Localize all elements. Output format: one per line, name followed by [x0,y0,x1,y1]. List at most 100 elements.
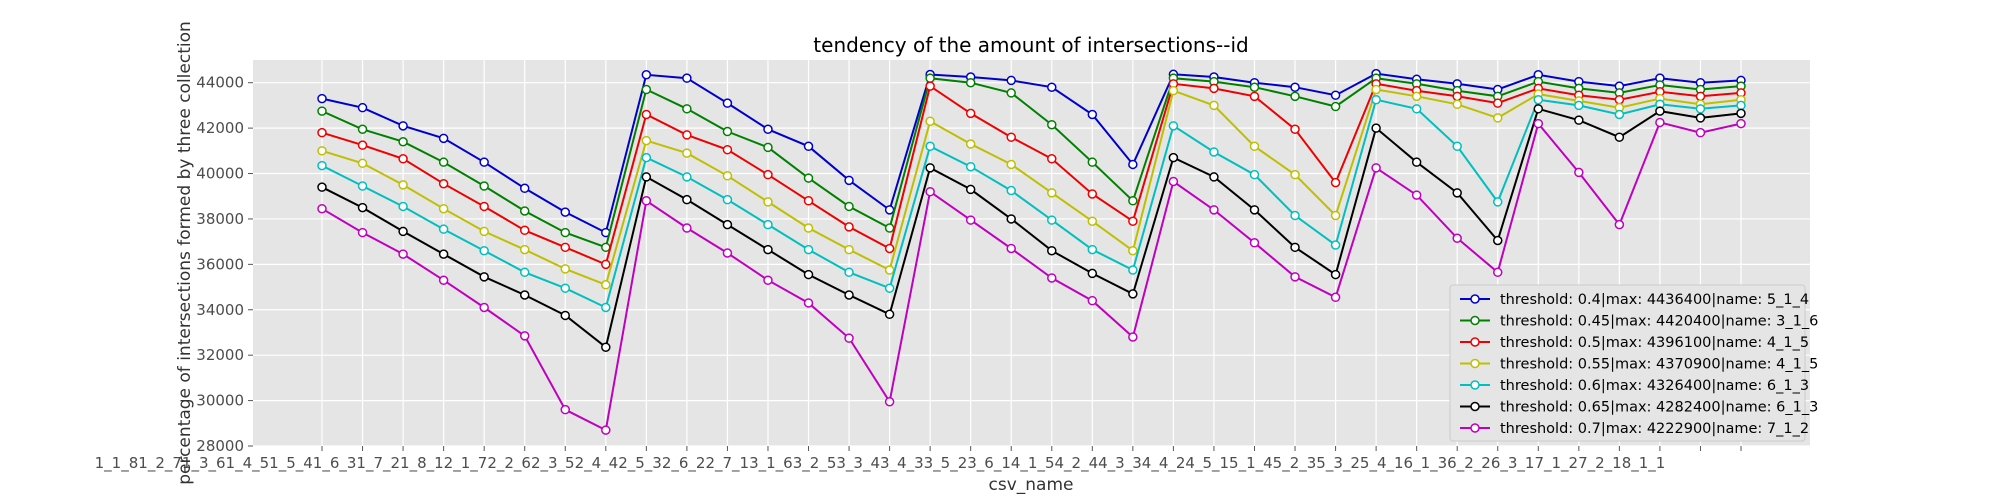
y-tick-label: 32000 [196,346,244,364]
data-point [641,135,652,146]
data-point [1087,244,1098,255]
data-point [641,196,652,206]
data-point [1614,109,1625,120]
data-point [357,124,368,135]
data-point [519,331,530,341]
data-point [925,73,935,83]
data-point [1047,215,1057,225]
data-point [357,227,368,238]
series-layer [317,68,1746,435]
y-tick-label: 36000 [196,255,244,273]
data-point [479,226,489,237]
data-point [722,126,733,137]
y-tick-label: 42000 [196,119,244,137]
y-tick-label: 40000 [196,165,244,183]
data-point [317,106,327,116]
data-point [1290,272,1300,282]
data-point [722,171,733,181]
data-point [1655,106,1665,116]
data-point [1006,214,1016,224]
data-point [682,104,692,114]
data-point [641,109,652,120]
data-point [1290,169,1300,180]
data-point [763,169,773,180]
data-point [1492,98,1503,108]
data-point [357,140,368,150]
data-point [1087,268,1098,279]
data-point [357,102,368,113]
data-point [803,223,814,233]
data-point [317,160,327,171]
data-point [1128,196,1138,206]
data-point [438,157,449,167]
data-point [519,267,530,278]
data-point [844,175,854,186]
data-point [1047,119,1057,130]
data-point [1249,141,1260,152]
data-point [1452,91,1462,102]
data-point [1290,210,1300,221]
data-point [1047,82,1057,92]
y-tick-label: 30000 [196,392,244,410]
y-axis-label: percentage of intersections formed by th… [175,21,195,485]
data-point [763,142,773,153]
data-point [1290,82,1300,92]
data-point [519,183,530,194]
data-point [1006,159,1016,170]
data-point [803,141,814,152]
data-point [398,121,408,131]
data-point [1330,210,1341,221]
data-point [641,84,652,95]
data-point [560,207,571,217]
data-point [763,197,773,207]
data-point [1330,177,1341,188]
data-point [1452,188,1462,198]
data-point [763,275,773,285]
data-point [1128,289,1138,299]
data-point [1533,94,1544,105]
data-point [1087,109,1098,120]
data-point [722,248,733,258]
data-point [682,172,692,182]
series-5 [317,94,1746,313]
legend-swatch-marker [1470,380,1480,390]
data-point [965,108,976,119]
data-point [1290,124,1300,135]
series-line [321,121,1742,432]
data-point [1006,185,1016,196]
data-point [803,244,814,255]
data-point [479,245,489,256]
data-point [1168,152,1179,163]
data-point [1249,238,1260,248]
data-point [560,227,571,238]
data-point [1695,91,1706,102]
chart-title: tendency of the amount of intersections-… [813,33,1248,57]
data-point [1249,91,1260,102]
data-point [884,283,895,293]
data-point [1168,176,1179,187]
legend-swatch-marker [1470,401,1480,412]
data-point [1209,147,1219,157]
data-point [1614,94,1625,105]
legend-entry: threshold: 0.6|max: 4326400|name: 6_1_3 [1500,378,1809,394]
data-point [1452,141,1462,152]
data-point [1371,123,1381,133]
data-point [317,127,327,138]
series-line [321,72,1742,235]
data-point [641,70,652,80]
data-point [965,215,976,225]
data-point [601,259,611,270]
data-point [1411,104,1422,114]
data-point [601,425,611,435]
data-point [357,158,368,169]
data-point [1574,115,1584,125]
data-point [1168,85,1179,96]
data-point [884,205,895,215]
series-2 [317,73,1746,253]
data-point [1574,100,1584,111]
data-point [1249,205,1260,215]
data-point [1047,188,1057,198]
data-point [722,98,733,108]
